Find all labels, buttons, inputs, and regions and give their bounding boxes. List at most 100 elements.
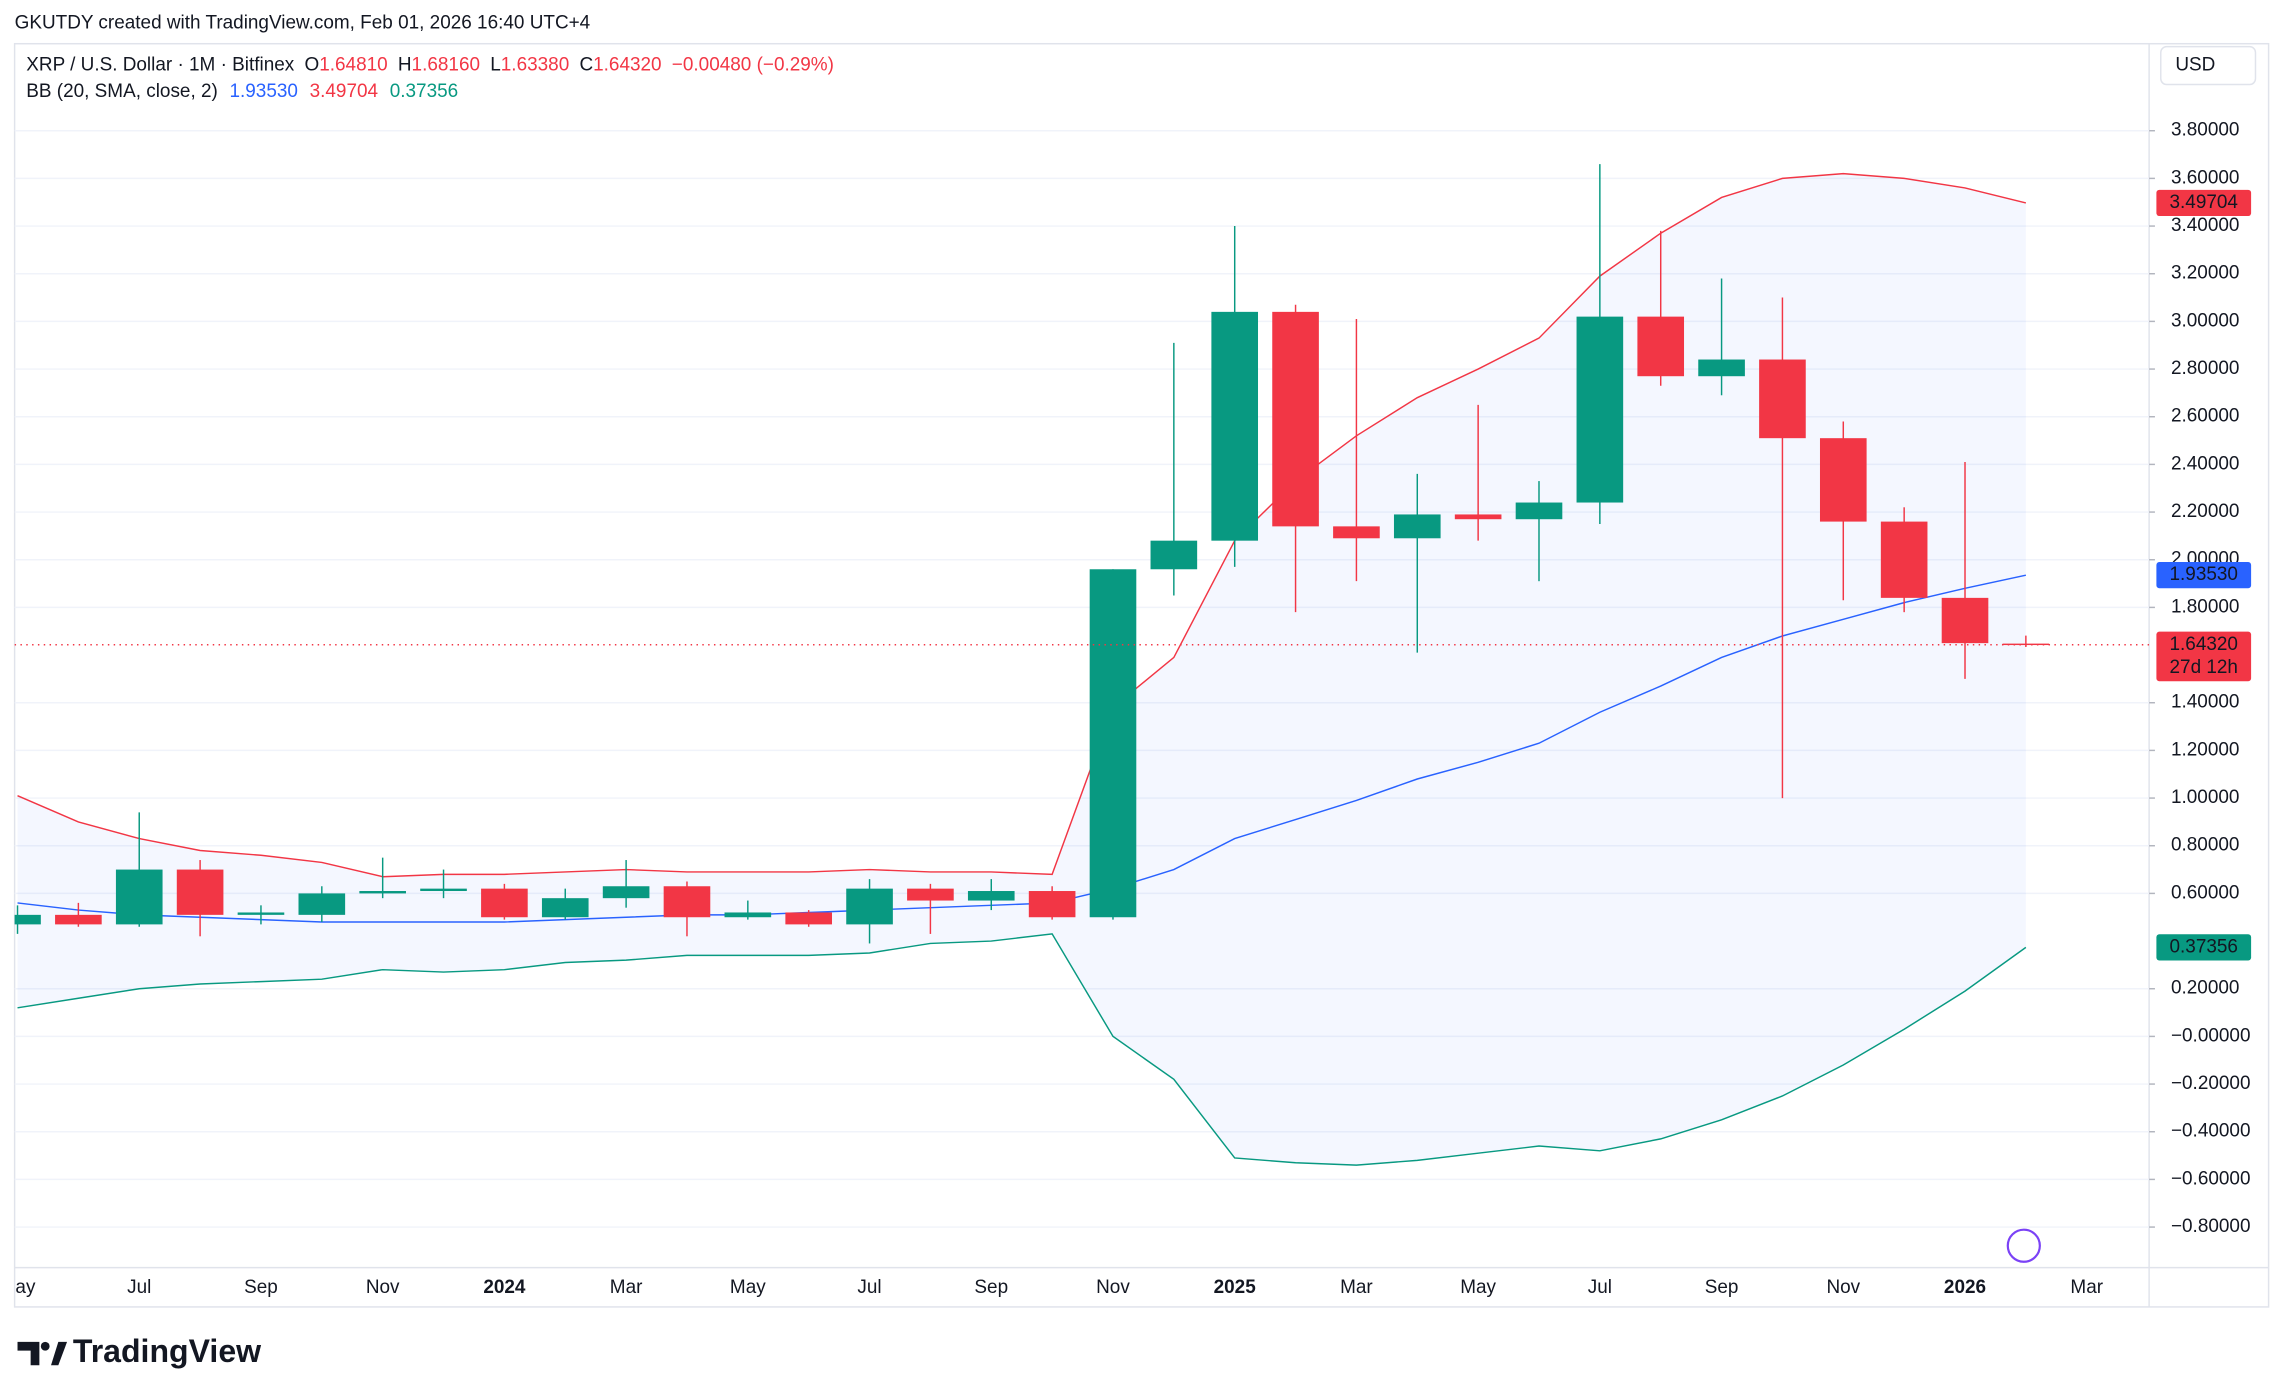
y-tick-label: 3.60000 — [2171, 167, 2239, 188]
x-tick-label: Jul — [127, 1277, 151, 1298]
plot — [14, 164, 2150, 1166]
ohlc-value: 1.68160 — [412, 55, 480, 76]
price-tag-label: 1.93530 — [2170, 564, 2238, 585]
y-tick-label: 1.00000 — [2171, 787, 2239, 808]
price-tag-label: 3.49704 — [2170, 192, 2238, 213]
candle-body — [298, 893, 346, 915]
y-tick-label: 0.20000 — [2171, 978, 2239, 999]
brand: TradingView — [73, 1333, 261, 1369]
candle-body — [1576, 316, 1624, 503]
x-tick-label: Jul — [857, 1277, 881, 1298]
credit: GKUTDY created with TradingView.com, Feb… — [15, 12, 591, 33]
y-tick-label: 2.60000 — [2171, 406, 2239, 427]
countdown: 27d 12h — [2170, 657, 2238, 678]
y-tick-label: 3.80000 — [2171, 120, 2239, 141]
candle-body — [1028, 891, 1076, 918]
candle-body — [1089, 569, 1137, 918]
x-tick-label: 2026 — [1944, 1277, 1986, 1298]
symbol-title: XRP / U.S. Dollar · 1M · Bitfinex — [26, 55, 295, 76]
candle-body — [14, 914, 41, 925]
indicator-value: 3.49704 — [310, 81, 378, 102]
x-tick-label: Sep — [244, 1277, 278, 1298]
candle-body — [1637, 316, 1685, 377]
ohlc-key: C — [579, 55, 593, 76]
candle-body — [1454, 514, 1502, 520]
x-tick-label: Jul — [1588, 1277, 1612, 1298]
y-tick-label: −0.40000 — [2171, 1121, 2251, 1142]
band-fill — [17, 173, 2026, 1166]
change: −0.00480 (−0.29%) — [672, 55, 834, 76]
candle-body — [55, 914, 102, 925]
indicator-value: 0.37356 — [390, 81, 458, 102]
y-axis: 3.80000 3.60000 3.40000 3.20000 3.00000 2.800… — [2149, 120, 2252, 1237]
indicator-header: BB (20, SMA, close, 2) 1.93530 3.49704 0.37… — [26, 81, 458, 102]
x-tick-label: Mar — [1340, 1277, 1373, 1298]
grid — [14, 129, 2150, 1228]
indicator-label: BB (20, SMA, close, 2) — [26, 81, 218, 102]
logo-mark — [40, 1341, 50, 1351]
y-tick-label: 1.40000 — [2171, 692, 2239, 713]
candle-body — [1150, 540, 1198, 570]
x-tick-label: May — [730, 1277, 766, 1298]
y-tick-label: 2.20000 — [2171, 501, 2239, 522]
y-tick-label: 0.80000 — [2171, 835, 2239, 856]
y-tick-label: 2.80000 — [2171, 358, 2239, 379]
candle-body — [359, 891, 406, 894]
candle-body — [1393, 514, 1441, 539]
candle-body — [785, 912, 833, 925]
x-tick-label: Mar — [2070, 1277, 2103, 1298]
candle-body — [115, 869, 163, 925]
ohlc-value: 1.63380 — [501, 55, 569, 76]
x-tick-label: 2024 — [483, 1277, 526, 1298]
candle-body — [1819, 438, 1867, 522]
x-tick-label: Sep — [974, 1277, 1008, 1298]
price-tag — [2156, 189, 2252, 217]
candle-body — [1880, 521, 1928, 598]
price-tag-label: 1.64320 — [2170, 634, 2238, 655]
candle-body — [602, 886, 650, 899]
assistant-icon[interactable] — [2006, 1228, 2041, 1263]
ohlc-key: L — [490, 55, 501, 76]
currency-button[interactable] — [2160, 45, 2257, 86]
y-tick-label: 3.20000 — [2171, 263, 2239, 284]
logo-mark — [51, 1341, 68, 1366]
candle-body — [967, 891, 1015, 901]
y-tick-label: −0.20000 — [2171, 1073, 2251, 1094]
candle-body — [1515, 502, 1563, 520]
candle-body — [724, 912, 772, 918]
candle-body — [663, 886, 711, 918]
candle-body — [1759, 359, 1806, 439]
y-tick-label: 2.40000 — [2171, 453, 2239, 474]
y-tick-label: 1.20000 — [2171, 739, 2239, 760]
price-tag — [2156, 631, 2252, 682]
x-tick-label: May — [0, 1277, 36, 1298]
y-tick-label: −0.80000 — [2171, 1216, 2251, 1237]
x-tick-label: Nov — [366, 1277, 400, 1298]
price-tag-label: 0.37356 — [2170, 936, 2238, 957]
indicator-value: 1.93530 — [229, 81, 297, 102]
chart-frame — [13, 42, 2270, 1308]
x-tick-label: Mar — [610, 1277, 643, 1298]
candle-body — [846, 888, 893, 925]
band-line — [17, 574, 2027, 923]
price-tag — [2156, 934, 2252, 961]
ohlc-value: 1.64810 — [319, 55, 387, 76]
ohlc-key: H — [398, 55, 412, 76]
ohlc-key: O — [304, 55, 319, 76]
band-line — [17, 172, 2027, 878]
ohlc-value: 1.64320 — [593, 55, 661, 76]
candle-body — [1333, 526, 1380, 539]
candle-body — [481, 888, 528, 918]
y-tick-label: 3.40000 — [2171, 215, 2239, 236]
candle-body — [1698, 359, 1745, 377]
candle-body — [420, 888, 467, 892]
currency[interactable]: USD — [2175, 55, 2215, 76]
candle-body — [176, 869, 224, 915]
x-tick-label: Nov — [1096, 1277, 1130, 1298]
candle-body — [1941, 597, 1989, 644]
x-tick-label: Sep — [1705, 1277, 1739, 1298]
y-tick-label: −0.00000 — [2171, 1025, 2251, 1046]
candle-body — [237, 912, 285, 915]
